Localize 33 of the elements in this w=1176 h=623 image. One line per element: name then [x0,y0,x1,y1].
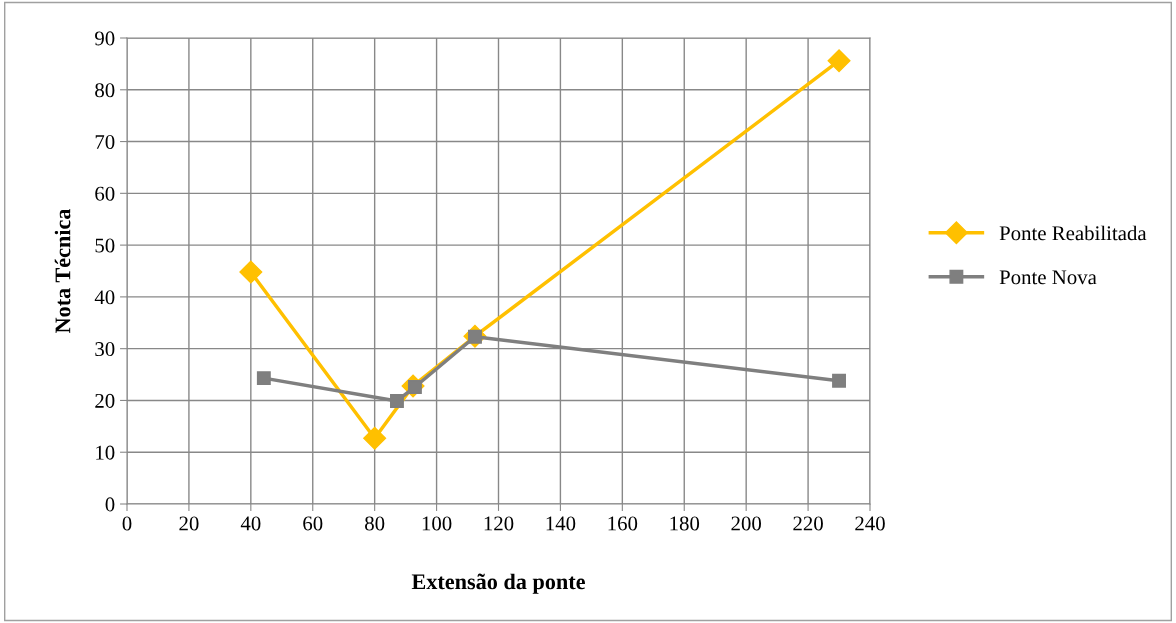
x-tick-label: 240 [855,516,885,531]
y-tick-label: 30 [95,342,115,357]
x-tick-label: 0 [122,516,132,531]
point [256,371,271,386]
y-tick-label: 60 [95,186,115,201]
x-tick-label: 200 [731,516,761,531]
x-tick-label: 160 [608,516,638,531]
x-axis-title: Extensão da ponte [411,573,585,594]
y-tick-label: 10 [96,445,115,460]
x-tick-label: 20 [179,516,199,531]
legend-label: Ponte Reabilitada [999,225,1147,241]
x-tick-label: 40 [240,516,261,531]
y-tick-label: 70 [95,134,115,149]
x-tick-label: 100 [422,516,452,531]
y-tick-label: 90 [95,31,115,46]
x-tick-label: 60 [303,516,323,531]
x-tick-label: 140 [546,516,576,531]
y-tick-label: 0 [105,497,115,512]
point [827,49,851,73]
point [832,373,846,388]
point [363,426,387,450]
x-tick-label: 220 [793,516,823,531]
x-tick-label: 180 [670,516,700,531]
y-tick-label: 50 [95,238,115,253]
x-tick-label: 80 [365,516,385,531]
y-tick-label: 20 [95,393,115,408]
x-tick-label: 120 [484,516,514,531]
point [390,394,404,408]
y-tick-label: 80 [95,83,115,98]
legend-label: Ponte Nova [999,270,1097,285]
y-axis-title: Nota Técnica [54,208,71,334]
y-tick-label: 40 [94,290,115,305]
point [239,260,263,284]
